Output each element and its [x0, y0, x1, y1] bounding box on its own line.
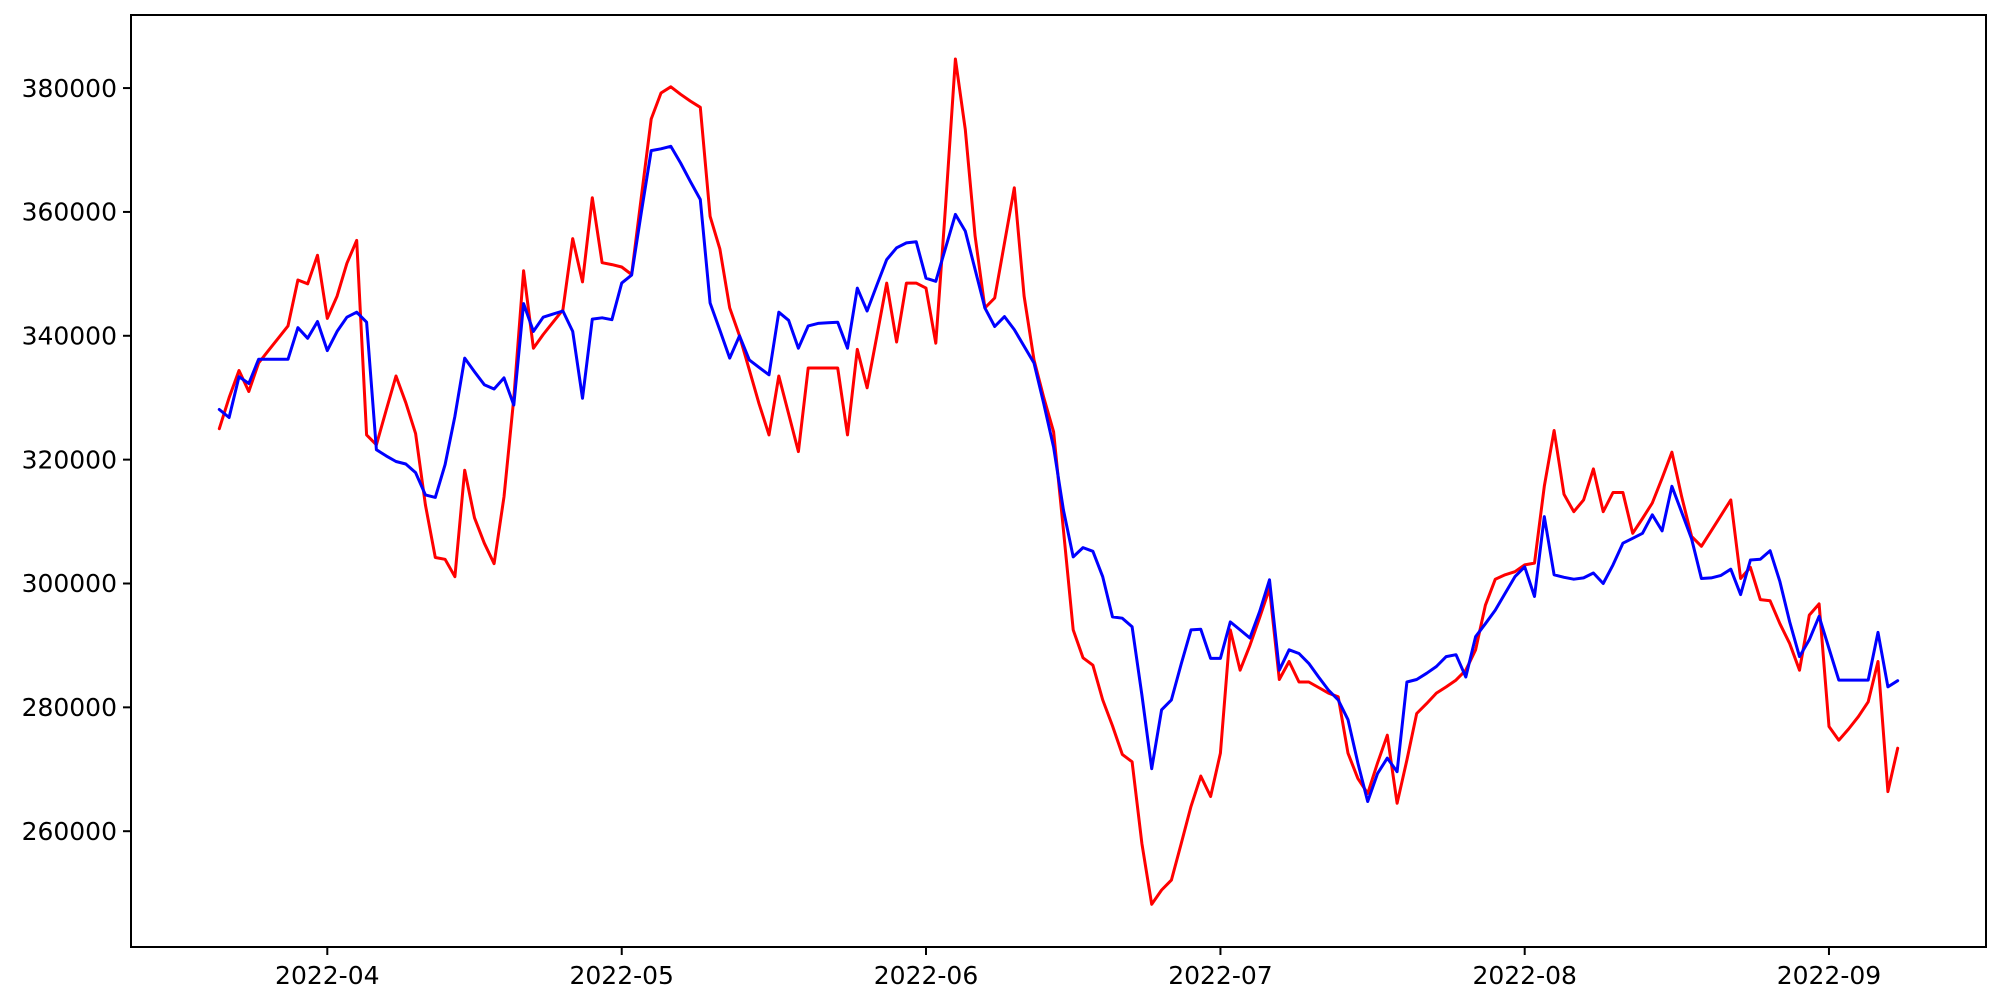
y-tick-label: 280000 [22, 693, 117, 722]
y-tick-label: 340000 [22, 322, 117, 351]
x-tick-label: 2022-09 [1777, 961, 1881, 990]
x-tick-label: 2022-06 [874, 961, 978, 990]
y-tick-label: 300000 [22, 569, 117, 598]
y-tick-label: 320000 [22, 445, 117, 474]
x-tick-label: 2022-08 [1472, 961, 1576, 990]
y-tick-label: 380000 [22, 74, 117, 103]
x-tick-label: 2022-05 [570, 961, 674, 990]
x-tick-label: 2022-07 [1168, 961, 1272, 990]
x-tick-label: 2022-04 [275, 961, 379, 990]
y-tick-label: 360000 [22, 198, 117, 227]
y-tick-label: 260000 [22, 817, 117, 846]
axes-box [130, 14, 1987, 948]
blue-line [217, 144, 1900, 803]
